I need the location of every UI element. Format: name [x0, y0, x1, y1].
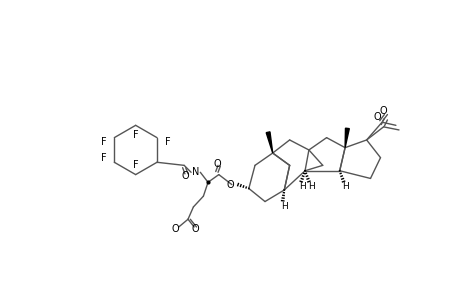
Text: N: N [191, 167, 199, 177]
Text: O: O [181, 171, 189, 181]
Text: O: O [213, 159, 221, 169]
Text: H: H [307, 182, 314, 191]
Polygon shape [266, 132, 272, 153]
Text: F: F [101, 153, 106, 163]
Polygon shape [344, 128, 348, 148]
Text: O: O [191, 224, 199, 233]
Text: F: F [133, 130, 138, 140]
Text: H: H [299, 182, 305, 191]
Text: H: H [280, 202, 287, 211]
Text: F: F [101, 137, 106, 147]
Text: F: F [165, 137, 170, 147]
Text: F: F [133, 160, 138, 170]
Text: H: H [342, 182, 348, 191]
Text: O: O [226, 180, 234, 190]
Text: O: O [378, 106, 386, 116]
Text: O: O [172, 224, 179, 233]
Text: O: O [373, 112, 381, 122]
